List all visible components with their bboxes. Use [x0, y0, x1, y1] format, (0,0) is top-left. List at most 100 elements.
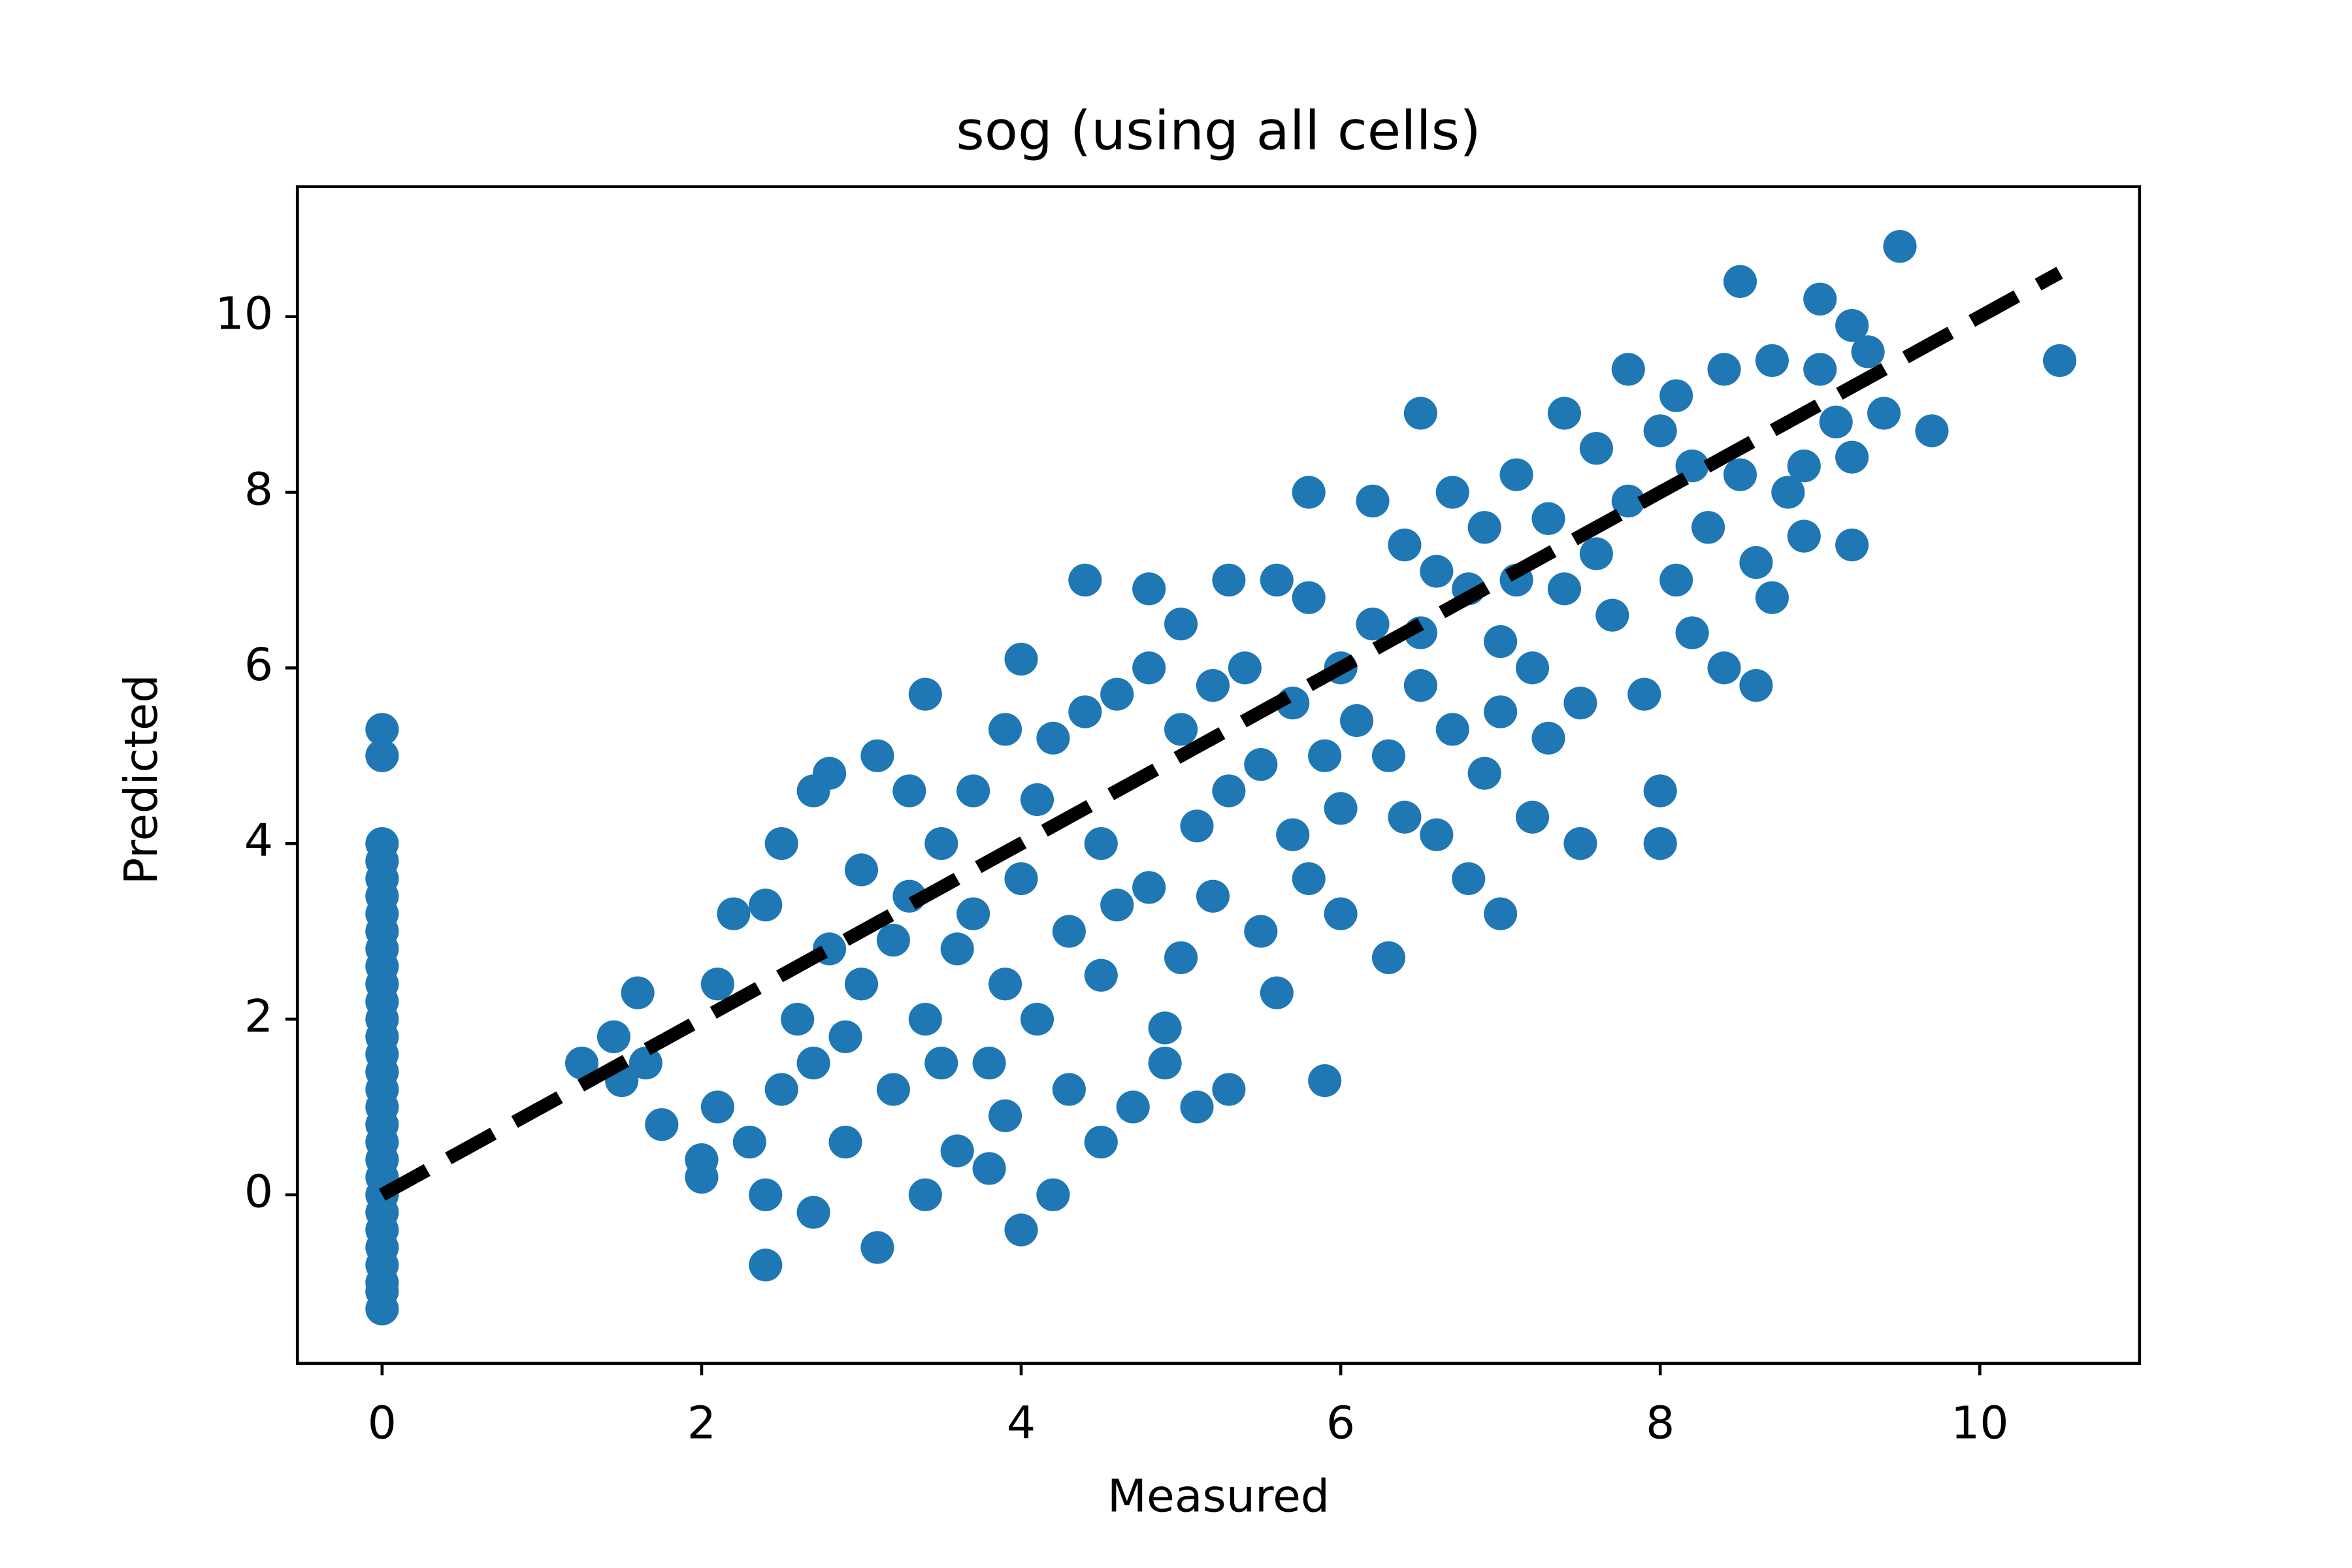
point	[1212, 774, 1246, 808]
x-tick-label: 4	[1007, 1397, 1036, 1449]
point	[1659, 379, 1693, 412]
point	[1531, 721, 1565, 755]
point	[828, 1020, 862, 1053]
point	[1292, 476, 1326, 509]
x-tick-label: 10	[1951, 1397, 2009, 1449]
point	[940, 1134, 974, 1168]
point	[1292, 862, 1326, 896]
point	[749, 889, 783, 922]
point	[1212, 1073, 1246, 1106]
point	[1563, 686, 1597, 720]
point	[1723, 458, 1757, 491]
y-tick-label: 2	[244, 990, 273, 1042]
point	[908, 678, 942, 711]
point	[1212, 563, 1246, 597]
point	[1435, 476, 1469, 509]
point	[700, 968, 734, 1001]
point	[908, 1002, 942, 1036]
point	[924, 1047, 958, 1080]
point	[1883, 229, 1917, 263]
point	[1835, 308, 1869, 342]
point	[1228, 651, 1262, 685]
point	[1803, 282, 1837, 316]
point	[1020, 1002, 1054, 1036]
point	[1707, 651, 1741, 685]
point	[1691, 511, 1725, 544]
point	[749, 1249, 783, 1282]
point	[629, 1047, 662, 1080]
point	[685, 1160, 719, 1194]
point	[1516, 800, 1550, 834]
point	[1835, 528, 1869, 562]
point	[1579, 432, 1613, 465]
x-tick-label: 8	[1646, 1397, 1674, 1449]
point	[1371, 739, 1406, 772]
point	[1643, 774, 1677, 808]
point	[717, 897, 751, 930]
point	[1499, 458, 1533, 491]
point	[1420, 555, 1454, 588]
point	[1164, 713, 1198, 746]
point	[1148, 1011, 1182, 1045]
point	[645, 1108, 679, 1141]
point	[796, 1196, 830, 1229]
point	[940, 932, 974, 966]
point	[1084, 958, 1118, 992]
y-tick-label: 6	[244, 640, 273, 691]
point	[1292, 581, 1326, 614]
x-axis-label: Measured	[1107, 1471, 1330, 1522]
x-tick-label: 0	[368, 1397, 397, 1449]
point	[1452, 862, 1486, 896]
point	[1132, 651, 1166, 685]
point	[1484, 695, 1518, 728]
point	[860, 1231, 894, 1264]
chart-title: sog (using all cells)	[956, 99, 1481, 162]
point	[621, 976, 655, 1009]
y-tick-label: 0	[244, 1166, 273, 1218]
point	[988, 968, 1022, 1001]
point	[1484, 625, 1518, 659]
point	[1244, 915, 1278, 948]
y-tick-label: 8	[244, 464, 273, 515]
point	[1467, 511, 1501, 544]
point	[844, 853, 879, 887]
point	[1435, 713, 1469, 746]
point	[988, 713, 1022, 746]
point	[1915, 414, 1949, 448]
point	[1180, 1090, 1214, 1124]
point	[1020, 783, 1054, 817]
point	[764, 826, 798, 860]
point	[1787, 449, 1821, 483]
point	[1100, 889, 1134, 922]
point	[1371, 941, 1406, 975]
point	[1420, 818, 1454, 851]
point	[1180, 809, 1214, 843]
x-tick-label: 6	[1326, 1397, 1355, 1449]
point	[1643, 414, 1677, 448]
point	[956, 897, 990, 930]
point	[1308, 1064, 1342, 1098]
point	[1004, 862, 1038, 896]
y-axis-label: Predicted	[115, 674, 168, 885]
point	[1643, 826, 1677, 860]
point	[1068, 695, 1102, 728]
y-tick-label: 10	[215, 288, 273, 340]
point	[1388, 528, 1422, 562]
point	[1196, 669, 1230, 702]
point	[1068, 563, 1102, 597]
point	[1100, 678, 1134, 711]
point	[828, 1125, 862, 1159]
reference-line	[378, 267, 2063, 1201]
point	[924, 826, 958, 860]
point	[749, 1178, 783, 1211]
point	[1819, 405, 1853, 439]
point	[908, 1178, 942, 1211]
point	[1004, 1213, 1038, 1247]
point	[1260, 563, 1294, 597]
point	[1004, 642, 1038, 676]
point	[365, 713, 399, 746]
plot-frame	[295, 185, 2142, 1365]
point	[732, 1125, 766, 1159]
